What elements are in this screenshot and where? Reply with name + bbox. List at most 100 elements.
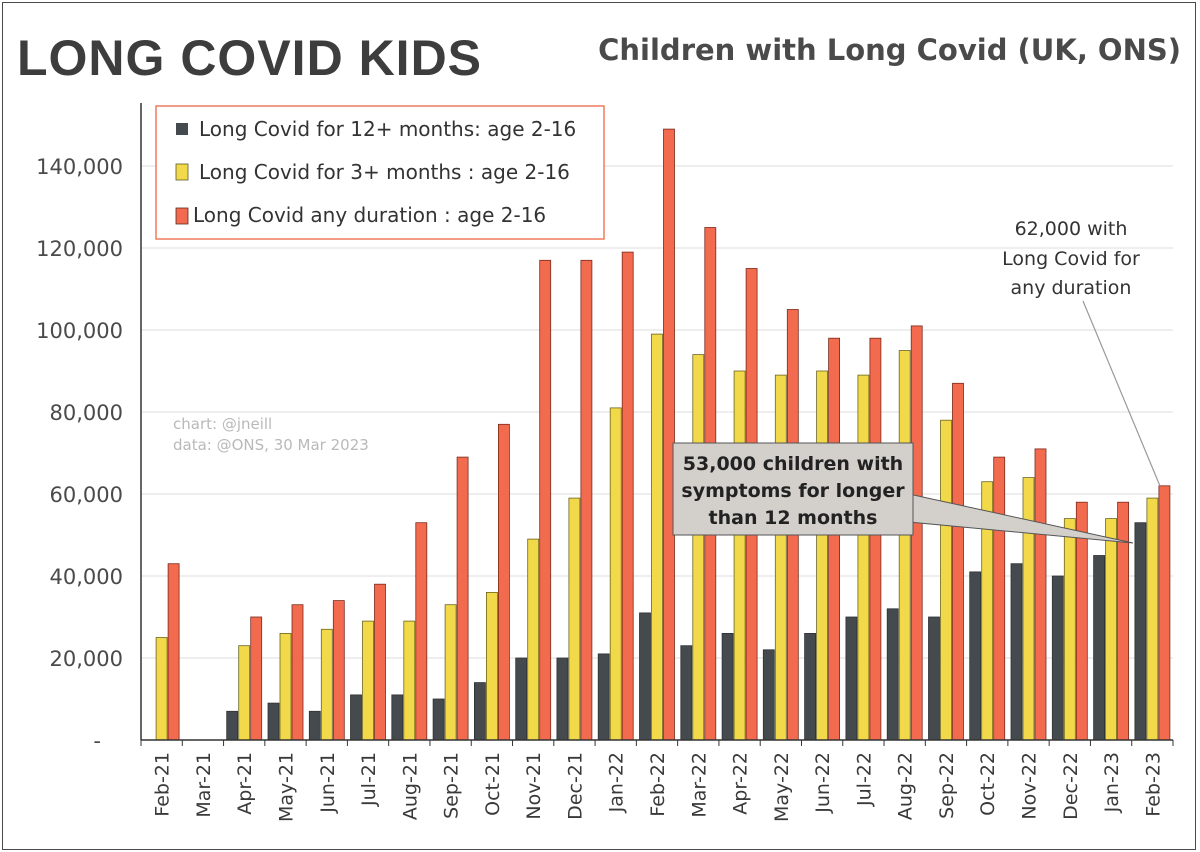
annotation-any-duration-pointer <box>1082 300 1161 487</box>
legend-label-3-months: Long Covid for 3+ months : age 2-16 <box>199 160 570 184</box>
legend-swatch-12-months <box>176 123 188 135</box>
x-tick-label: Jan-23 <box>1101 752 1123 813</box>
bar-3-months <box>692 354 705 741</box>
annotation-any-duration-line-1: 62,000 with <box>1015 218 1128 240</box>
bar-any-duration <box>415 522 428 741</box>
bar-12-months <box>556 657 569 741</box>
legend-label-12-months: Long Covid for 12+ months: age 2-16 <box>199 117 576 141</box>
bar-any-duration <box>580 259 593 741</box>
x-tick-label: Jun-22 <box>812 752 834 814</box>
x-tick-label: Jan-22 <box>606 752 628 813</box>
annotation-12-months-line-1: 53,000 children with <box>683 453 903 475</box>
x-tick-label: Jun-21 <box>317 752 339 814</box>
credits: chart: @jneill data: @ONS, 30 Mar 2023 <box>173 415 369 454</box>
bar-3-months <box>651 333 663 741</box>
y-tick-label: 120,000 <box>36 237 123 261</box>
x-tick-label: Mar-22 <box>688 752 710 818</box>
x-tick-label: May-22 <box>771 752 793 822</box>
chart-canvas: LONG COVID KIDS Children with Long Covid… <box>17 30 1181 822</box>
annotation-any-duration-line-3: any duration <box>1011 277 1132 299</box>
x-tick-label: Jul-22 <box>853 752 875 807</box>
bar-3-months <box>940 419 952 741</box>
x-tick-label: May-21 <box>276 752 298 822</box>
bars <box>155 128 1171 741</box>
x-tick-label: Nov-22 <box>1019 752 1041 820</box>
bar-3-months <box>485 592 498 741</box>
legend-swatch-any-duration <box>175 207 189 225</box>
bar-any-duration <box>828 337 840 741</box>
legend-swatch-3-months <box>175 163 189 181</box>
y-tick-label: 60,000 <box>50 483 123 507</box>
annotation-any-duration: 62,000 with Long Covid for any duration <box>1002 218 1161 487</box>
x-tick-label: Sep-22 <box>936 752 958 819</box>
x-tick-label: Jul-21 <box>358 752 380 807</box>
bar-12-months <box>721 633 734 741</box>
bar-12-months <box>928 616 940 741</box>
bar-3-months <box>1063 518 1076 741</box>
y-tick-label: - <box>93 729 101 753</box>
bar-3-months <box>444 604 457 741</box>
bar-any-duration <box>663 128 675 741</box>
bar-12-months <box>804 633 816 741</box>
logo: LONG COVID KIDS <box>17 30 482 86</box>
chart-title: Children with Long Covid (UK, ONS) <box>598 33 1181 67</box>
x-tick-label: Oct-21 <box>482 752 504 816</box>
bar-12-months <box>226 710 239 741</box>
bar-12-months <box>267 702 280 741</box>
bar-3-months <box>609 407 622 741</box>
bar-12-months <box>391 694 404 741</box>
bar-3-months <box>403 620 416 741</box>
annotation-12-months: 53,000 children with symptoms for longer… <box>672 442 1134 544</box>
bar-3-months <box>898 350 911 741</box>
bar-12-months <box>1093 555 1105 741</box>
x-axis-ticks: Feb-21 Mar-21 Apr-21 May-21 Jun-21 Jul-21 Aug-… <box>152 752 1165 822</box>
credit-chart: chart: @jneill <box>173 415 272 433</box>
bar-any-duration <box>952 382 964 741</box>
y-tick-label: 20,000 <box>50 647 123 671</box>
x-tick-label: Aug-21 <box>399 752 421 820</box>
bar-any-duration <box>167 563 180 741</box>
bar-3-months <box>527 538 540 741</box>
y-tick-label: 140,000 <box>36 155 123 179</box>
bar-3-months <box>1022 477 1035 741</box>
x-tick-label: Apr-22 <box>730 752 752 815</box>
bar-3-months <box>155 637 168 741</box>
bar-12-months <box>886 608 899 741</box>
bar-12-months <box>1051 575 1064 741</box>
bar-3-months <box>1105 518 1117 741</box>
x-tick-label: Dec-21 <box>564 752 586 820</box>
axes <box>140 103 1174 746</box>
bar-12-months <box>680 645 693 741</box>
bar-any-duration <box>1117 501 1129 741</box>
y-axis-ticks: - 20,000 40,000 60,000 80,000 100,000 120,000 1… <box>36 155 123 753</box>
x-tick-label: Aug-22 <box>895 752 917 820</box>
bar-any-duration <box>332 600 345 741</box>
bar-12-months <box>1134 522 1147 741</box>
x-tick-label: Oct-22 <box>977 752 999 816</box>
bar-3-months <box>568 497 581 741</box>
bar-any-duration <box>497 423 510 741</box>
bar-12-months <box>515 657 528 741</box>
bar-any-duration <box>621 251 634 741</box>
bar-12-months <box>969 571 982 741</box>
bar-3-months <box>279 633 292 741</box>
annotation-any-duration-line-2: Long Covid for <box>1002 248 1140 270</box>
bar-any-duration <box>250 616 263 741</box>
bar-12-months <box>845 616 858 741</box>
bar-3-months <box>857 374 870 741</box>
bar-any-duration <box>456 456 469 741</box>
bar-any-duration <box>374 583 386 741</box>
bar-12-months <box>308 710 321 741</box>
bar-any-duration <box>291 604 304 741</box>
x-tick-label: Sep-21 <box>441 752 463 819</box>
logo-text: LONG COVID KIDS <box>17 30 482 86</box>
annotation-12-months-line-2: symptoms for longer <box>681 480 905 502</box>
bar-12-months <box>597 653 610 741</box>
x-tick-label: Dec-22 <box>1060 752 1082 820</box>
bar-any-duration <box>1158 485 1171 741</box>
bar-3-months <box>320 628 333 741</box>
bar-any-duration <box>993 456 1006 741</box>
y-tick-label: 80,000 <box>50 401 123 425</box>
bar-3-months <box>816 370 828 741</box>
